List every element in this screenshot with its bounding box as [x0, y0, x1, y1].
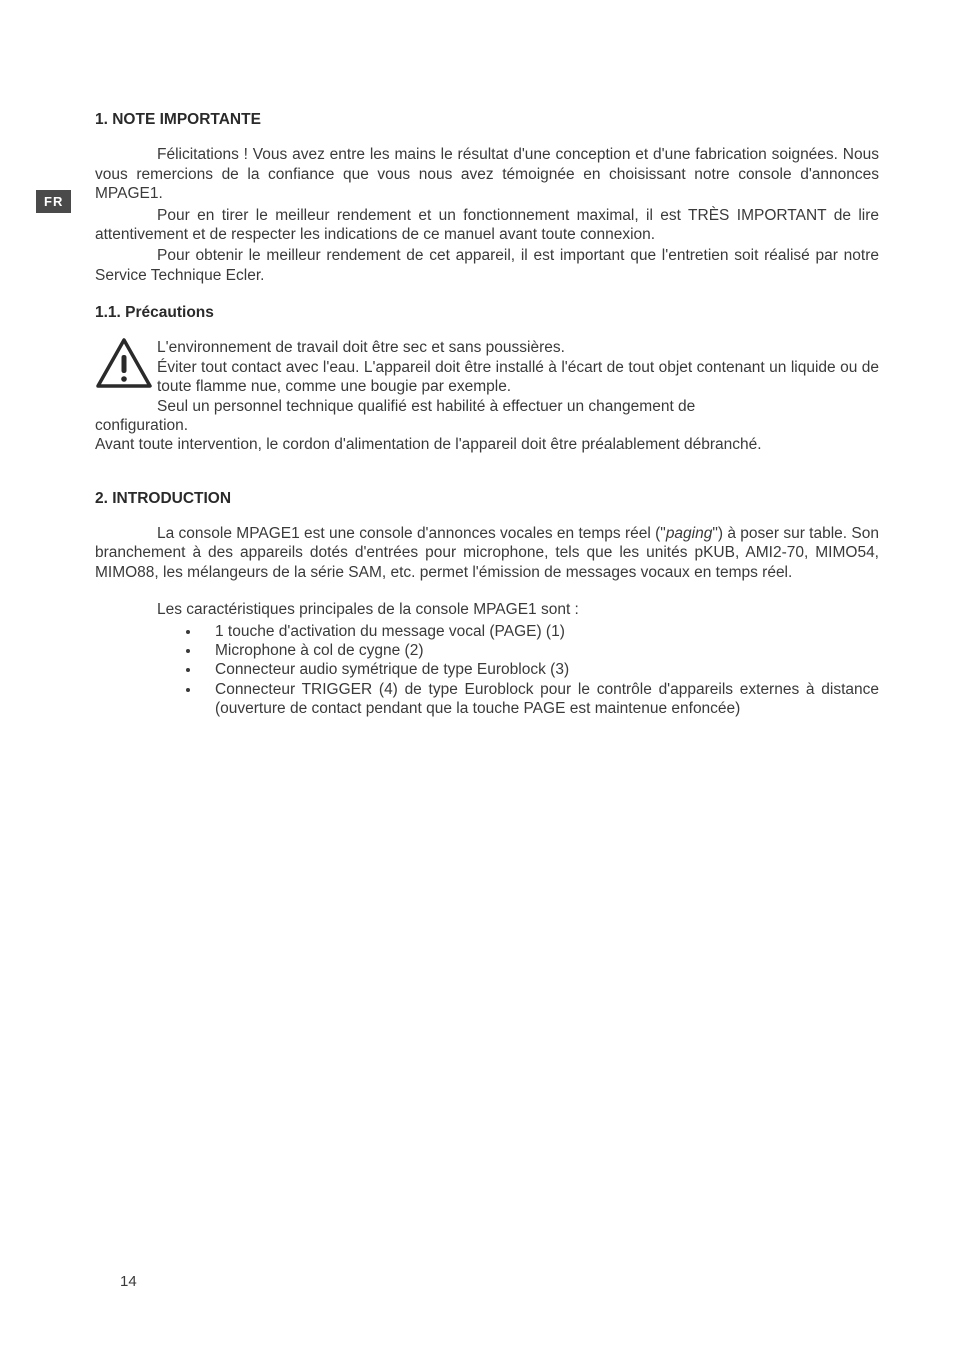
precautions-line-1: L'environnement de travail doit être sec…: [157, 338, 879, 357]
note-para-2: Pour en tirer le meilleur rendement et u…: [95, 206, 879, 245]
intro-para-1-italic: paging: [666, 525, 713, 542]
feature-item-1: 1 touche d'activation du message vocal (…: [201, 622, 879, 641]
features-intro: Les caractéristiques principales de la c…: [95, 600, 879, 619]
precautions-line-3b: configuration.: [95, 416, 879, 435]
intro-para-1-pre: La console MPAGE1 est une console d'anno…: [157, 525, 666, 542]
precautions-line-4: Avant toute intervention, le cordon d'al…: [95, 435, 879, 454]
precautions-line-3a: Seul un personnel technique qualifié est…: [157, 397, 879, 416]
precautions-line-2: Éviter tout contact avec l'eau. L'appare…: [157, 358, 879, 397]
note-para-3: Pour obtenir le meilleur rendement de ce…: [95, 246, 879, 285]
feature-item-3: Connecteur audio symétrique de type Euro…: [201, 660, 879, 679]
feature-item-2: Microphone à col de cygne (2): [201, 641, 879, 660]
precautions-block: L'environnement de travail doit être sec…: [95, 338, 879, 454]
feature-item-4: Connecteur TRIGGER (4) de type Euroblock…: [201, 680, 879, 719]
heading-introduction: 2. INTRODUCTION: [95, 489, 879, 508]
heading-note-importante: 1. NOTE IMPORTANTE: [95, 110, 879, 129]
features-list: 1 touche d'activation du message vocal (…: [201, 622, 879, 719]
page-number: 14: [120, 1273, 137, 1290]
heading-precautions: 1.1. Précautions: [95, 303, 879, 322]
page-content: 1. NOTE IMPORTANTE Félicitations ! Vous …: [95, 110, 879, 718]
warning-icon: [95, 338, 153, 390]
intro-para-1: La console MPAGE1 est une console d'anno…: [95, 524, 879, 582]
note-para-1: Félicitations ! Vous avez entre les main…: [95, 145, 879, 203]
language-badge: FR: [36, 190, 71, 213]
